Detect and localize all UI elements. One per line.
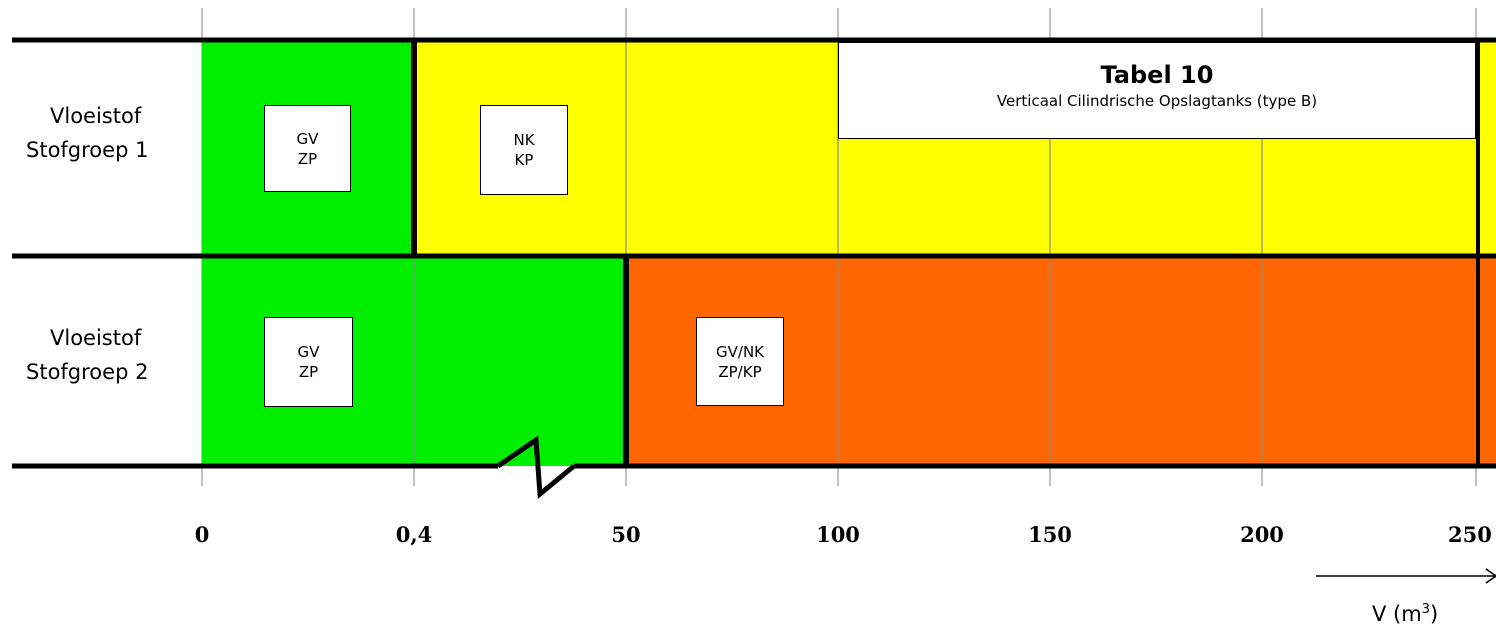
axis-label-text: V (m	[1372, 602, 1422, 626]
axis-label-close: )	[1429, 602, 1439, 626]
table-title-box: Tabel 10 Verticaal Cilindrische Opslagta…	[838, 42, 1476, 139]
row1-zone2-code-box: NK KP	[480, 105, 568, 195]
row2-label: Vloeistof Stofgroep 2	[26, 306, 196, 384]
code-line: NK	[513, 131, 535, 149]
axis-label-sup: 3	[1421, 602, 1430, 617]
code-line: KP	[514, 151, 534, 169]
row1-zone1-code-box: GV ZP	[264, 105, 351, 192]
row1-label-line1: Vloeistof	[50, 104, 142, 128]
code-line: ZP	[298, 363, 319, 381]
table-subtitle: Verticaal Cilindrische Opslagtanks (type…	[996, 92, 1318, 110]
row1-label: Vloeistof Stofgroep 1	[26, 84, 196, 162]
row2-label-line1: Vloeistof	[50, 326, 142, 350]
code-line: GV/NK	[716, 342, 764, 361]
code-line: GV	[296, 129, 319, 148]
tick-label: 250	[1448, 522, 1492, 547]
tick-label: 200	[1240, 522, 1284, 547]
tick-label: 0	[194, 522, 210, 547]
tick-label: 150	[1028, 522, 1072, 547]
tick-label: 100	[816, 522, 860, 547]
code-line: ZP	[297, 149, 318, 168]
axis-label: V (m3)	[1372, 602, 1438, 626]
tick-label-clip: 250	[1448, 522, 1496, 547]
axis-arrow-icon	[1316, 568, 1496, 584]
tick-label: 50	[611, 522, 641, 547]
code-line: ZP/KP	[718, 362, 762, 381]
tick-label: 0,4	[395, 522, 433, 547]
axis-break-icon	[496, 435, 576, 499]
row2-label-line2: Stofgroep 2	[26, 360, 149, 384]
table-title: Tabel 10	[1100, 61, 1214, 89]
row1-label-line2: Stofgroep 1	[26, 138, 149, 162]
row2-zone1-code-box: GV ZP	[264, 317, 353, 407]
code-line: GV	[297, 343, 320, 361]
row2-zone2-code-box: GV/NK ZP/KP	[696, 317, 784, 406]
